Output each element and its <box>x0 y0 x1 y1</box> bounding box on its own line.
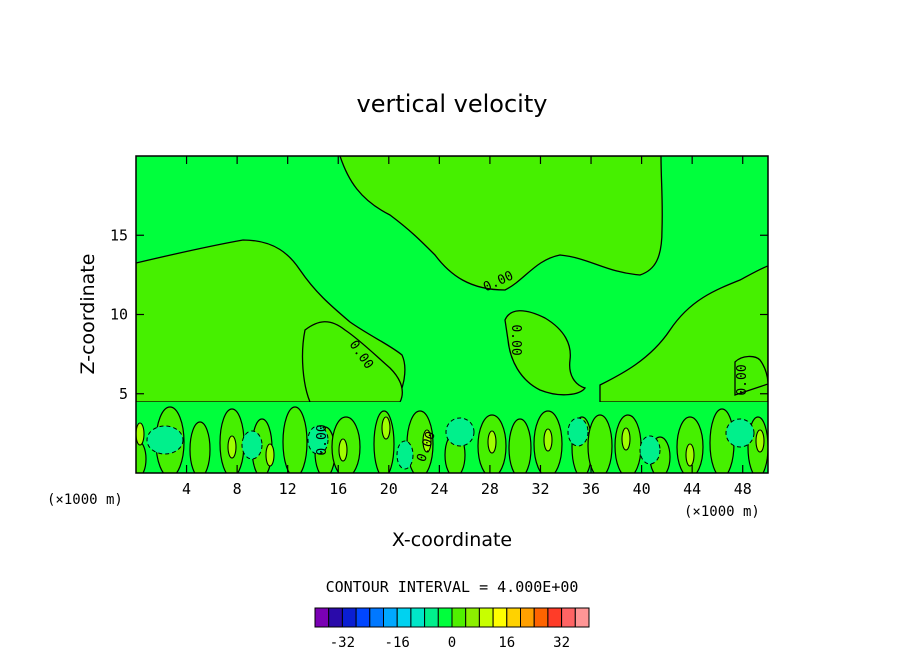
contour-line-label-6: 0.00 <box>735 364 750 395</box>
colorbar-swatch-9 <box>424 607 439 628</box>
updraft-core-2 <box>227 435 237 459</box>
updraft-cell-16 <box>587 414 613 473</box>
downdraft-cell-5 <box>445 417 475 447</box>
colorbar-swatch-1 <box>314 607 330 628</box>
x-tick-label-4: 4 <box>182 480 191 498</box>
contour-interval-text: CONTOUR INTERVAL = 4.000E+00 <box>326 578 579 596</box>
colorbar-swatch-14 <box>492 607 508 628</box>
y-tick-label-5: 5 <box>119 385 128 403</box>
colorbar-swatch-13 <box>478 607 494 628</box>
x-tick-label-44: 44 <box>683 480 701 498</box>
positive-region-2 <box>339 156 663 291</box>
downdraft-cell-2 <box>241 430 263 460</box>
downdraft-cell-6 <box>567 417 589 447</box>
y-tick-label-10: 10 <box>110 306 128 324</box>
colorbar-swatch-19 <box>561 607 576 628</box>
colorbar-tick-label-5: 32 <box>553 635 570 651</box>
colorbar-swatch-15 <box>506 607 521 628</box>
colorbar-tick-label-3: 0 <box>448 635 456 651</box>
updraft-cell-3 <box>189 421 211 473</box>
updraft-core-5 <box>381 416 391 440</box>
colorbar-swatch-7 <box>396 607 412 628</box>
contour-field: 0.000.00 0.000.00 0.000.00 <box>136 156 768 473</box>
updraft-cell-1 <box>136 440 147 473</box>
updraft-core-3 <box>265 443 275 467</box>
updraft-core-9 <box>621 427 631 451</box>
updraft-core-7 <box>487 430 497 454</box>
colorbar-swatch-8 <box>410 607 426 628</box>
updraft-core-4 <box>338 438 348 462</box>
downdraft-cell-7 <box>639 435 661 465</box>
colorbar-swatch-18 <box>547 607 563 628</box>
colorbar-swatch-4 <box>355 607 371 628</box>
colorbar-tick-label-2: -16 <box>385 635 410 651</box>
y-axis: 5 10 15 <box>110 226 768 403</box>
updraft-core-8 <box>543 428 553 452</box>
updraft-cell-13 <box>508 418 532 473</box>
colorbar-swatch-17 <box>533 607 549 628</box>
x-tick-label-48: 48 <box>734 480 752 498</box>
x-unit-left-label: (×1000 m) <box>47 492 123 508</box>
x-tick-label-28: 28 <box>481 480 499 498</box>
colorbar-swatch-20 <box>574 607 590 628</box>
x-tick-label-36: 36 <box>582 480 600 498</box>
downdraft-cell-8 <box>725 418 755 448</box>
updraft-core-1 <box>136 422 145 446</box>
x-tick-label-12: 12 <box>279 480 297 498</box>
colorbar-tick-label-1: -32 <box>330 635 355 651</box>
x-tick-label-40: 40 <box>633 480 651 498</box>
positive-region-4 <box>504 310 587 396</box>
x-tick-label-16: 16 <box>329 480 347 498</box>
x-tick-label-8: 8 <box>233 480 242 498</box>
x-tick-label-24: 24 <box>430 480 448 498</box>
colorbar-swatch-3 <box>341 607 357 628</box>
downdraft-cell-1 <box>146 425 184 455</box>
contour-line-label-3: 0.00 <box>508 324 523 355</box>
x-axis-label: X-coordinate <box>392 529 512 551</box>
colorbar-swatch-6 <box>383 607 398 628</box>
updraft-core-6 <box>422 429 432 453</box>
downdraft-cell-4 <box>396 440 414 470</box>
y-axis-label: Z-coordinate <box>77 254 99 375</box>
updraft-cell-6 <box>282 406 308 473</box>
positive-region-5 <box>599 265 768 403</box>
colorbar-swatch-10 <box>437 607 453 628</box>
x-tick-label-32: 32 <box>531 480 549 498</box>
colorbar-swatch-11 <box>451 607 467 628</box>
colorbar: -32 -16 0 16 32 <box>314 607 590 651</box>
contour-line-label-4: 0.00 <box>315 424 330 455</box>
updraft-core-11 <box>755 429 765 453</box>
updraft-core-10 <box>685 443 695 467</box>
x-unit-right-label: (×1000 m) <box>684 504 760 520</box>
colorbar-swatch-12 <box>465 607 480 628</box>
colorbar-swatch-2 <box>328 607 343 628</box>
x-axis: 4 8 12 16 20 24 28 32 36 40 44 48 <box>182 156 752 498</box>
positive-region-3 <box>301 321 403 403</box>
colorbar-tick-label-4: 16 <box>498 635 515 651</box>
downdraft-cell-3 <box>307 425 329 455</box>
y-tick-label-15: 15 <box>110 226 128 244</box>
chart-title: vertical velocity <box>357 90 548 118</box>
colorbar-swatch-5 <box>369 607 384 628</box>
x-tick-label-20: 20 <box>380 480 398 498</box>
colorbar-swatch-16 <box>520 607 535 628</box>
